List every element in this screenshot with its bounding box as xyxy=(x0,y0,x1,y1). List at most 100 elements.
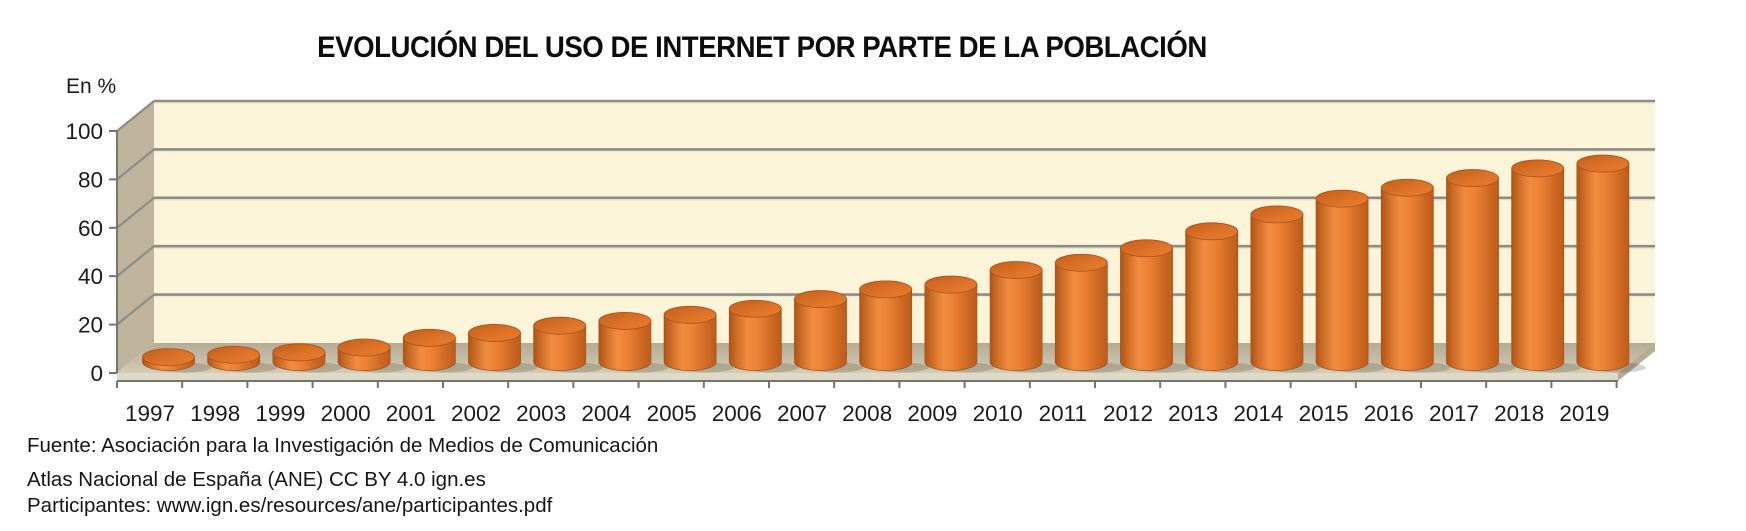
bar-1998 xyxy=(207,345,277,373)
left-wall xyxy=(117,101,154,373)
x-tick-label-2007: 2007 xyxy=(777,401,827,426)
bar-body-2005 xyxy=(663,314,717,371)
bar-1999 xyxy=(272,343,342,373)
bar-body-2008 xyxy=(859,289,913,371)
x-tick-label-2010: 2010 xyxy=(973,401,1023,426)
floor-front-face xyxy=(117,373,1618,381)
bar-2018 xyxy=(1511,159,1581,373)
bar-body-2018 xyxy=(1511,168,1565,371)
bar-2004 xyxy=(598,311,668,373)
bar-2013 xyxy=(1185,222,1255,373)
bar-2002 xyxy=(468,324,538,373)
bar-body-2001 xyxy=(402,337,456,371)
bar-top-2016 xyxy=(1380,178,1434,197)
wall-gridline-20 xyxy=(116,293,155,326)
wall-gridline-40 xyxy=(116,245,155,278)
y-tick-label-60: 60 xyxy=(78,216,103,241)
bar-2011 xyxy=(1054,253,1125,373)
x-tick-label-2016: 2016 xyxy=(1364,401,1414,426)
y-tick-label-100: 100 xyxy=(65,119,103,144)
bar-top-2012 xyxy=(1120,239,1173,258)
bar-2015 xyxy=(1315,189,1386,373)
attribution-text: Atlas Nacional de España (ANE) CC BY 4.0… xyxy=(27,468,486,491)
bar-body-2007 xyxy=(794,298,847,371)
x-tick-label-2009: 2009 xyxy=(907,401,957,426)
bar-2006 xyxy=(728,299,799,373)
bar-body-2004 xyxy=(598,320,652,371)
bar-top-2002 xyxy=(468,324,521,342)
bar-2007 xyxy=(794,290,864,373)
chart-title: EVOLUCIÓN DEL USO DE INTERNET POR PARTE … xyxy=(317,31,1207,64)
x-tick-label-2002: 2002 xyxy=(451,401,501,426)
y-axis-unit-label: En % xyxy=(66,75,117,98)
bar-top-2003 xyxy=(533,316,587,335)
bar-2003 xyxy=(533,316,603,373)
x-tick-label-2001: 2001 xyxy=(386,401,436,426)
x-tick-label-2003: 2003 xyxy=(516,401,566,426)
bar-top-2011 xyxy=(1054,253,1108,272)
bar-body-2019 xyxy=(1576,163,1630,371)
bar-body-2009 xyxy=(924,284,978,371)
x-tick-label-2005: 2005 xyxy=(647,401,697,426)
bar-top-2006 xyxy=(728,299,782,318)
bar-2008 xyxy=(859,280,929,373)
bar-body-2002 xyxy=(468,332,521,371)
bar-top-1998 xyxy=(207,345,261,364)
bar-2009 xyxy=(924,275,994,373)
bar-2000 xyxy=(337,338,408,373)
x-tick-label-2019: 2019 xyxy=(1559,401,1609,426)
bar-top-2007 xyxy=(794,290,847,308)
bar-top-2018 xyxy=(1511,159,1565,178)
bar-body-2016 xyxy=(1380,187,1434,371)
x-tick-label-2000: 2000 xyxy=(321,401,371,426)
bar-top-2017 xyxy=(1446,169,1499,187)
x-tick-label-2011: 2011 xyxy=(1039,401,1087,426)
bar-top-2015 xyxy=(1315,189,1369,208)
bar-top-2005 xyxy=(663,305,717,324)
bar-2005 xyxy=(663,305,734,373)
x-tick-label-2014: 2014 xyxy=(1233,401,1283,426)
bar-top-2014 xyxy=(1250,205,1304,224)
bar-body-2010 xyxy=(989,269,1043,371)
x-tick-label-2018: 2018 xyxy=(1494,401,1544,426)
bar-body-2015 xyxy=(1315,198,1369,371)
bar-2010 xyxy=(989,261,1060,373)
x-tick-label-2008: 2008 xyxy=(842,401,892,426)
bar-body-2006 xyxy=(728,308,782,371)
x-tick-label-2017: 2017 xyxy=(1429,401,1479,426)
floor-right-face xyxy=(1618,343,1655,381)
bar-top-2010 xyxy=(989,261,1043,279)
y-tick-label-20: 20 xyxy=(78,313,103,338)
participants-text: Participantes: www.ign.es/resources/ane/… xyxy=(27,494,553,517)
bar-body-2014 xyxy=(1250,213,1304,371)
bar-top-2009 xyxy=(924,275,978,294)
bar-top-1997 xyxy=(142,348,195,367)
bar-body-2003 xyxy=(533,325,587,371)
bar-top-2019 xyxy=(1576,154,1630,173)
bar-body-2011 xyxy=(1054,262,1108,371)
bar-top-1999 xyxy=(272,343,326,362)
bar-2001 xyxy=(402,328,473,373)
bar-top-2000 xyxy=(337,338,391,357)
x-tick-label-1998: 1998 xyxy=(190,401,240,426)
x-tick-label-2012: 2012 xyxy=(1103,401,1153,426)
bar-top-2008 xyxy=(859,280,913,299)
x-tick-label-2006: 2006 xyxy=(712,401,762,426)
bar-body-2013 xyxy=(1185,230,1239,371)
wall-gridline-100 xyxy=(116,100,155,132)
x-tick-label-2013: 2013 xyxy=(1168,401,1218,426)
bar-2019 xyxy=(1576,154,1646,373)
x-tick-label-2004: 2004 xyxy=(581,401,631,426)
bar-2012 xyxy=(1120,239,1190,373)
bar-body-2012 xyxy=(1120,247,1173,371)
bar-top-2013 xyxy=(1185,222,1239,241)
bar-2014 xyxy=(1250,205,1320,373)
source-text: Fuente: Asociación para la Investigación… xyxy=(27,434,659,457)
wall-gridline-60 xyxy=(116,196,155,229)
bar-2017 xyxy=(1446,169,1516,373)
y-tick-label-0: 0 xyxy=(90,361,103,386)
bar-top-2004 xyxy=(598,311,652,330)
bar-body-2017 xyxy=(1446,177,1499,371)
